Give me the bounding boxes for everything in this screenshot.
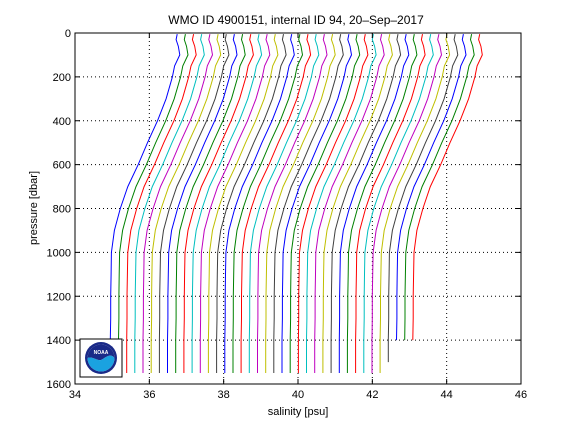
chart-title: WMO ID 4900151, internal ID 94, 20–Sep–2… <box>168 13 424 27</box>
salinity-profile-line <box>224 34 295 373</box>
salinity-profile-line <box>167 34 238 373</box>
salinity-profile-line <box>257 34 328 373</box>
x-tick-label: 44 <box>441 389 453 401</box>
salinity-profile-line <box>207 34 279 373</box>
y-axis-label: pressure [dbar] <box>28 171 40 245</box>
y-tick-label: 1000 <box>47 247 71 259</box>
salinity-profile-line <box>273 34 344 373</box>
salinity-profile-line <box>396 34 467 341</box>
y-tick-label: 1400 <box>47 335 71 347</box>
salinity-profile-line <box>175 34 246 373</box>
salinity-profile-line <box>404 34 475 341</box>
salinity-profile-line <box>355 34 426 373</box>
y-tick-label: 200 <box>53 72 71 84</box>
salinity-profile-line <box>371 33 443 373</box>
y-tick-label: 600 <box>53 160 71 172</box>
salinity-profile-line <box>142 34 214 373</box>
salinity-profile-line <box>134 34 205 373</box>
salinity-profile-line <box>346 34 418 373</box>
salinity-profile-line <box>306 34 377 373</box>
y-tick-label: 800 <box>53 204 71 216</box>
x-tick-label: 42 <box>366 389 378 401</box>
salinity-profile-line <box>363 34 434 373</box>
x-tick-label: 36 <box>143 389 155 401</box>
salinity-profile-line <box>322 34 393 373</box>
salinity-profile-line <box>158 34 230 373</box>
salinity-profile-line <box>150 34 222 373</box>
y-tick-label: 1200 <box>47 291 71 303</box>
salinity-profiles <box>109 33 483 373</box>
y-tick-label: 400 <box>53 116 71 128</box>
salinity-profile-line <box>314 34 385 373</box>
x-tick-label: 46 <box>515 389 527 401</box>
salinity-profile-line <box>297 34 369 373</box>
x-tick-label: 40 <box>292 389 304 401</box>
salinity-profile-line <box>412 34 483 341</box>
salinity-profile-line <box>387 34 459 363</box>
salinity-profile-line <box>379 34 451 373</box>
x-axis-label: salinity [psu] <box>268 406 329 418</box>
salinity-profile-line <box>281 34 353 373</box>
y-tick-label: 0 <box>65 28 71 40</box>
salinity-profile-line <box>118 34 189 373</box>
salinity-profile-line <box>330 34 402 373</box>
salinity-profile-line <box>199 33 271 373</box>
salinity-profile-line <box>126 33 197 373</box>
salinity-profile-line <box>232 33 304 373</box>
salinity-profile-line <box>248 34 320 373</box>
logo-text: NOAA <box>94 350 109 356</box>
salinity-profile-line <box>216 34 287 373</box>
salinity-profile-line <box>183 34 254 373</box>
x-tick-label: 34 <box>69 389 81 401</box>
salinity-profile-line <box>191 34 263 373</box>
noaa-logo: NOAA <box>79 338 123 378</box>
salinity-profile-line <box>289 34 361 373</box>
axis-ticks: 34 36 38 40 42 44 46 0 200 400 600 800 1000 1200 1400 1… <box>47 28 528 401</box>
salinity-profile-line <box>338 33 410 373</box>
y-tick-label: 1600 <box>47 379 71 391</box>
x-tick-label: 38 <box>218 389 230 401</box>
salinity-profile-line <box>265 33 336 373</box>
logo-sea-shape <box>87 355 115 372</box>
salinity-profile-line <box>240 34 312 373</box>
logo-bird-shape <box>87 344 115 361</box>
salinity-profile-line <box>109 34 181 373</box>
